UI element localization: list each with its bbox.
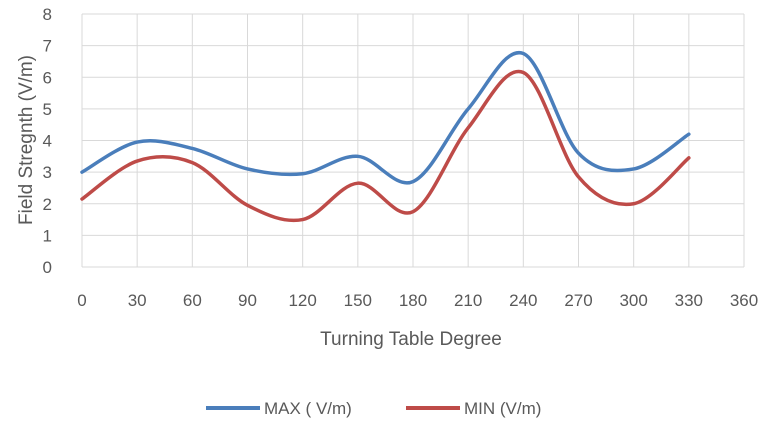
x-tick-label: 120 xyxy=(288,291,316,310)
y-tick-label: 4 xyxy=(43,132,52,151)
legend: MAX ( V/m) MIN (V/m) xyxy=(206,399,541,418)
x-tick-label: 150 xyxy=(344,291,372,310)
x-tick-label: 180 xyxy=(399,291,427,310)
series-line-min xyxy=(80,69,691,223)
x-tick-labels: 0 30 60 90 120 150 180 210 240 270 300 330 360 xyxy=(77,291,758,310)
y-axis-title: Field Stregnth (V/m) xyxy=(16,55,37,225)
y-tick-label: 8 xyxy=(43,5,52,24)
x-tick-label: 0 xyxy=(77,291,86,310)
x-tick-label: 240 xyxy=(509,291,537,310)
y-tick-label: 5 xyxy=(43,100,52,119)
y-tick-label: 7 xyxy=(43,37,52,56)
legend-label-min: MIN (V/m) xyxy=(464,399,541,418)
x-tick-label: 90 xyxy=(238,291,257,310)
x-tick-label: 300 xyxy=(619,291,647,310)
series-line-max xyxy=(80,50,691,185)
y-tick-label: 1 xyxy=(43,226,52,245)
legend-label-max: MAX ( V/m) xyxy=(264,399,352,418)
y-tick-label: 2 xyxy=(43,195,52,214)
x-tick-label: 210 xyxy=(454,291,482,310)
x-tick-label: 330 xyxy=(675,291,703,310)
y-tick-label: 3 xyxy=(43,163,52,182)
y-tick-label: 6 xyxy=(43,68,52,87)
x-axis-title: Turning Table Degree xyxy=(320,329,502,350)
y-tick-label: 0 xyxy=(43,258,52,277)
x-tick-label: 30 xyxy=(128,291,147,310)
grid xyxy=(81,13,745,268)
x-tick-label: 270 xyxy=(564,291,592,310)
series-lines xyxy=(80,50,691,223)
y-tick-labels: 0 1 2 3 4 5 6 7 8 xyxy=(43,5,52,277)
x-tick-label: 60 xyxy=(183,291,202,310)
x-tick-label: 360 xyxy=(730,291,758,310)
